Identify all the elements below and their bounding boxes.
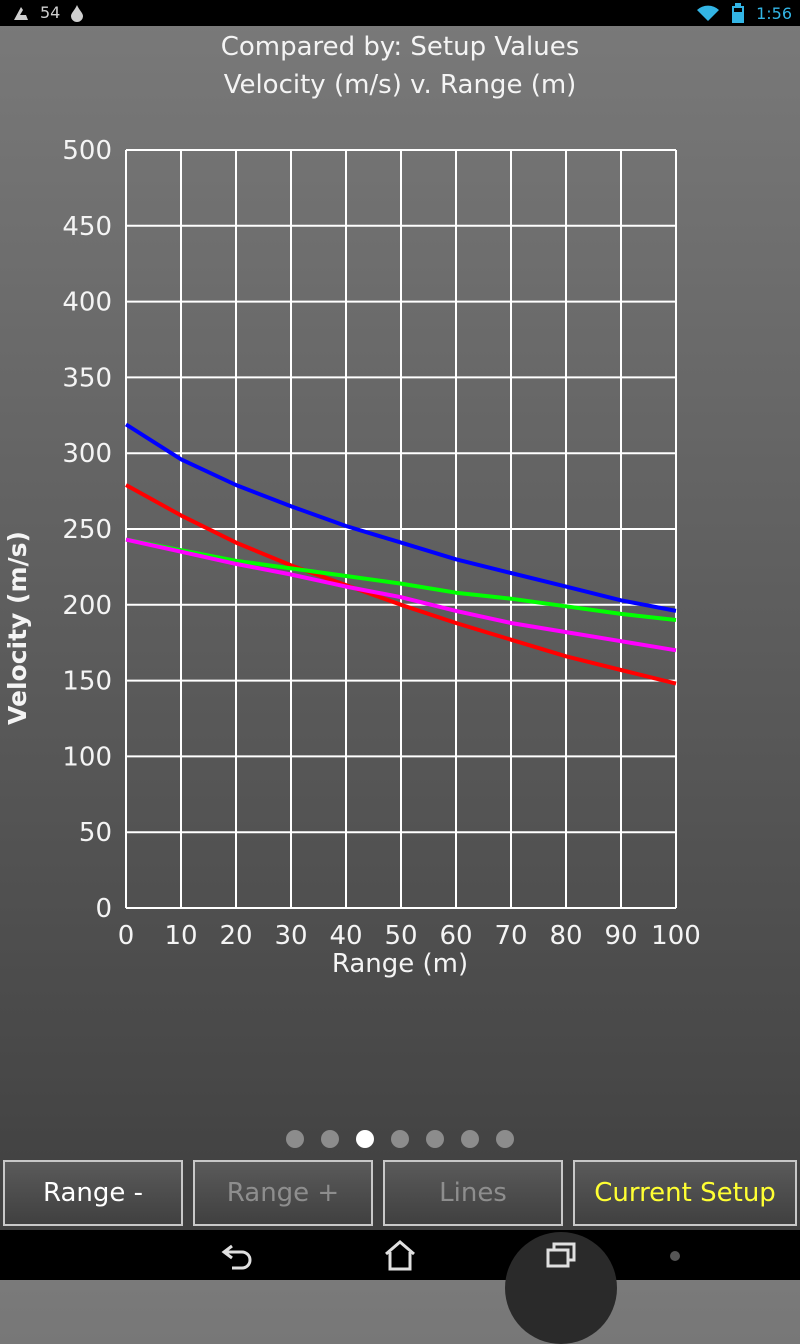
y-tick-label: 0	[95, 894, 112, 924]
series-line-0	[124, 422, 677, 613]
x-tick-label: 100	[651, 921, 701, 951]
chart-titles: Compared by: Setup Values Velocity (m/s)…	[0, 28, 800, 104]
battery-icon	[732, 3, 745, 23]
x-tick-label: 20	[219, 921, 252, 951]
page-indicator	[0, 1130, 800, 1150]
navigation-bar	[0, 1230, 800, 1344]
chart-title: Compared by: Setup Values	[220, 32, 580, 62]
y-tick-label: 400	[62, 288, 112, 318]
page-dot[interactable]	[321, 1130, 339, 1148]
notification-icon	[14, 6, 28, 20]
y-tick-label: 100	[62, 742, 112, 772]
y-tick-labels: 0 50 100 150 200 250 300 350 400 450 500	[62, 136, 112, 924]
y-tick-label: 150	[62, 667, 112, 697]
velocity-range-chart: 0 10 20 30 40 50 60 70 80 90 100 0 50 100 150 200 250 30…	[3, 136, 701, 979]
button-bar: Range - Range + Lines Current Setup	[0, 1158, 800, 1230]
y-tick-label: 200	[62, 591, 112, 621]
y-tick-label: 250	[62, 515, 112, 545]
page-dot[interactable]	[286, 1130, 304, 1148]
x-tick-labels: 0 10 20 30 40 50 60 70 80 90 100	[118, 921, 701, 951]
series-line-2	[125, 537, 677, 622]
chart-series	[124, 422, 677, 686]
x-tick-label: 30	[274, 921, 307, 951]
y-tick-label: 450	[62, 212, 112, 242]
x-tick-label: 80	[549, 921, 582, 951]
x-tick-label: 60	[439, 921, 472, 951]
recent-apps-icon[interactable]	[542, 1238, 582, 1272]
page-dot[interactable]	[461, 1130, 479, 1148]
page-dot[interactable]	[496, 1130, 514, 1148]
chart-subtitle: Velocity (m/s) v. Range (m)	[223, 70, 577, 100]
current-setup-button[interactable]: Current Setup	[573, 1160, 797, 1226]
status-number: 54	[40, 3, 61, 22]
y-tick-label: 50	[79, 818, 112, 848]
lines-button[interactable]: Lines	[383, 1160, 563, 1226]
page-dot[interactable]	[426, 1130, 444, 1148]
page-dot[interactable]	[391, 1130, 409, 1148]
x-tick-label: 10	[164, 921, 197, 951]
back-icon[interactable]	[218, 1238, 258, 1272]
y-tick-label: 350	[62, 363, 112, 393]
y-tick-label: 300	[62, 439, 112, 469]
y-tick-label: 500	[62, 136, 112, 166]
x-tick-label: 40	[329, 921, 362, 951]
status-bar: 54 1:56	[0, 0, 800, 26]
range-minus-button[interactable]: Range -	[3, 1160, 183, 1226]
series-line-1	[125, 483, 677, 686]
x-tick-label: 70	[494, 921, 527, 951]
nav-indicator	[670, 1251, 680, 1261]
home-icon[interactable]	[380, 1238, 420, 1272]
chart-grid	[125, 149, 677, 909]
x-axis-label: Range (m)	[332, 949, 468, 979]
status-time: 1:56	[756, 3, 792, 23]
y-axis-label: Velocity (m/s)	[3, 531, 32, 725]
x-tick-label: 0	[118, 921, 135, 951]
drop-icon	[71, 4, 84, 22]
x-tick-label: 90	[604, 921, 637, 951]
series-line-3	[125, 537, 677, 653]
x-tick-label: 50	[384, 921, 417, 951]
wifi-icon	[697, 5, 720, 21]
page-dot-active[interactable]	[356, 1130, 374, 1148]
range-plus-button[interactable]: Range +	[193, 1160, 373, 1226]
